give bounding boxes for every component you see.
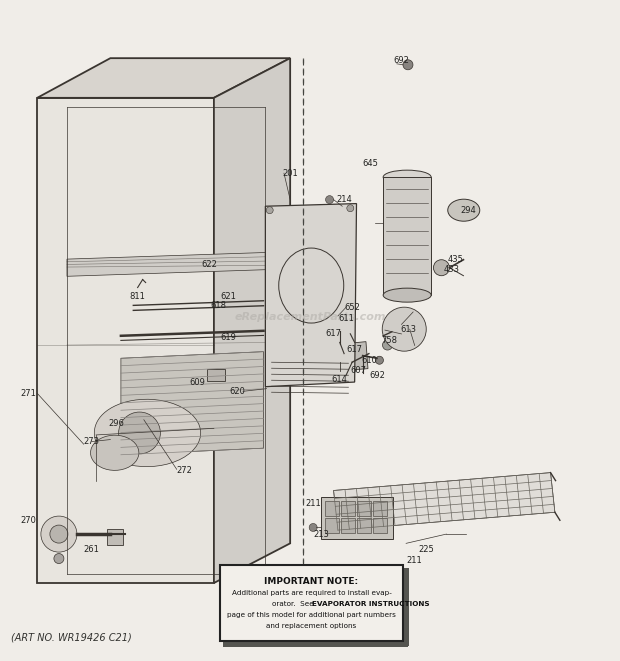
Text: 692: 692	[369, 371, 385, 380]
Circle shape	[118, 412, 161, 454]
Polygon shape	[94, 399, 201, 467]
Polygon shape	[67, 253, 265, 276]
Text: 607: 607	[350, 366, 366, 375]
Bar	[220, 565, 403, 641]
Bar	[223, 642, 408, 647]
Bar	[341, 501, 355, 516]
Text: (ART NO. WR19426 C21): (ART NO. WR19426 C21)	[11, 633, 132, 643]
Polygon shape	[326, 342, 368, 371]
Circle shape	[54, 553, 64, 564]
Circle shape	[347, 205, 354, 212]
Text: 213: 213	[313, 529, 329, 539]
Bar	[325, 501, 339, 516]
Ellipse shape	[383, 288, 431, 302]
Circle shape	[383, 340, 392, 350]
Circle shape	[41, 516, 77, 552]
Text: 296: 296	[108, 418, 125, 428]
Circle shape	[433, 260, 450, 276]
Circle shape	[266, 207, 273, 214]
Text: 622: 622	[202, 260, 218, 269]
Polygon shape	[121, 352, 264, 455]
Ellipse shape	[383, 170, 431, 184]
Polygon shape	[91, 435, 139, 471]
Text: 433: 433	[443, 265, 459, 274]
Bar	[373, 501, 387, 516]
Text: 609: 609	[189, 377, 205, 387]
Bar	[107, 529, 123, 545]
Circle shape	[335, 366, 345, 377]
Text: 645: 645	[363, 159, 379, 169]
Circle shape	[383, 307, 426, 351]
Text: page of this model for additional part numbers: page of this model for additional part n…	[227, 612, 396, 618]
Text: 211: 211	[406, 556, 422, 565]
Polygon shape	[334, 473, 555, 530]
Circle shape	[403, 59, 413, 70]
Circle shape	[50, 525, 68, 543]
Text: and replacement options: and replacement options	[267, 623, 356, 629]
Circle shape	[376, 356, 383, 364]
Text: 261: 261	[84, 545, 100, 555]
Text: 614: 614	[332, 375, 348, 384]
Polygon shape	[214, 58, 290, 583]
Text: 214: 214	[336, 195, 352, 204]
Text: 273: 273	[84, 437, 100, 446]
Text: 619: 619	[220, 332, 236, 342]
Bar	[373, 518, 387, 533]
Text: 211: 211	[305, 499, 321, 508]
Text: 692: 692	[394, 56, 410, 65]
Text: 611: 611	[338, 314, 354, 323]
Text: 294: 294	[460, 206, 476, 215]
Bar	[325, 518, 339, 533]
Text: IMPORTANT NOTE:: IMPORTANT NOTE:	[265, 577, 358, 586]
Text: 617: 617	[326, 329, 342, 338]
Bar	[404, 568, 409, 646]
Text: 272: 272	[177, 466, 193, 475]
Text: 618: 618	[210, 301, 226, 310]
Bar	[321, 497, 393, 539]
Polygon shape	[265, 204, 356, 387]
Bar	[357, 501, 371, 516]
Polygon shape	[37, 98, 214, 583]
Text: 652: 652	[344, 303, 360, 312]
Text: 270: 270	[20, 516, 36, 525]
Text: 271: 271	[20, 389, 36, 398]
Text: 621: 621	[220, 292, 236, 301]
Bar	[357, 518, 371, 533]
Text: 811: 811	[130, 292, 146, 301]
Circle shape	[309, 524, 317, 531]
Bar	[383, 177, 431, 295]
Ellipse shape	[448, 199, 480, 221]
Text: orator.  See: orator. See	[272, 601, 316, 607]
Text: 613: 613	[400, 325, 416, 334]
Circle shape	[326, 196, 334, 204]
Text: 435: 435	[448, 254, 464, 264]
Text: 201: 201	[282, 169, 298, 178]
Text: 758: 758	[381, 336, 397, 345]
Bar	[334, 314, 346, 339]
Text: 225: 225	[418, 545, 435, 555]
Text: 617: 617	[347, 344, 363, 354]
Text: EVAPORATOR INSTRUCTIONS: EVAPORATOR INSTRUCTIONS	[312, 601, 430, 607]
Text: 610: 610	[361, 356, 377, 365]
Text: 620: 620	[229, 387, 245, 396]
Text: Additional parts are required to install evap-: Additional parts are required to install…	[232, 590, 391, 596]
FancyBboxPatch shape	[206, 369, 225, 381]
Polygon shape	[37, 58, 290, 98]
Text: eReplacementParts.com: eReplacementParts.com	[234, 312, 386, 323]
Bar	[341, 518, 355, 533]
